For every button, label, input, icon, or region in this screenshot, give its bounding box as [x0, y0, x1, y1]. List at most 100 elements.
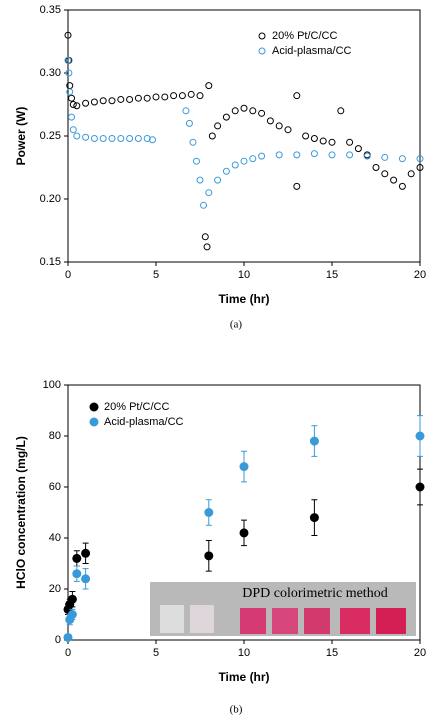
vial — [160, 605, 184, 633]
data-point — [293, 92, 301, 100]
data-point — [415, 482, 425, 492]
data-point — [81, 574, 91, 584]
data-point — [196, 92, 204, 100]
data-point — [407, 170, 415, 178]
x-tick-label: 15 — [326, 269, 338, 281]
x-tick-label: 15 — [326, 647, 338, 659]
data-point — [182, 107, 190, 115]
data-point — [328, 138, 336, 146]
data-point — [185, 119, 193, 127]
data-point — [143, 94, 151, 102]
legend-label: Acid-plasma/CC — [272, 45, 352, 57]
data-point — [204, 508, 214, 517]
x-tick-label: 5 — [153, 269, 159, 281]
data-point — [346, 151, 354, 159]
data-point — [208, 132, 216, 140]
data-point — [108, 97, 116, 105]
data-point — [201, 233, 209, 241]
data-point — [72, 553, 82, 563]
caption: (b) — [230, 704, 243, 716]
data-point — [222, 113, 230, 121]
legend-label: Acid-plasma/CC — [104, 416, 184, 428]
data-point — [152, 93, 160, 101]
data-point — [231, 107, 239, 115]
data-point — [68, 94, 76, 102]
data-point — [337, 107, 345, 115]
data-point — [415, 431, 425, 441]
data-point — [204, 551, 214, 561]
data-point — [82, 99, 90, 107]
y-tick-label: 0.30 — [40, 67, 61, 79]
data-point — [90, 135, 98, 143]
data-point — [108, 135, 116, 143]
data-point — [249, 155, 257, 163]
data-point — [309, 436, 319, 446]
data-point — [372, 164, 380, 171]
data-point — [319, 137, 327, 145]
data-point — [178, 92, 186, 100]
data-point — [275, 151, 283, 159]
data-point — [148, 136, 156, 144]
data-point — [222, 167, 230, 175]
data-point — [266, 117, 274, 125]
data-point — [205, 82, 213, 90]
data-point — [126, 135, 134, 143]
data-point — [90, 98, 98, 106]
data-point — [310, 150, 318, 158]
vial — [272, 608, 298, 634]
vial — [304, 608, 330, 634]
data-point — [189, 138, 197, 146]
inset-photo: DPD colorimetric method — [150, 582, 416, 636]
data-point — [99, 97, 107, 105]
data-point — [214, 122, 222, 130]
data-point — [161, 93, 169, 101]
data-point — [293, 182, 301, 190]
data-point — [82, 133, 90, 141]
x-tick-label: 5 — [153, 647, 159, 659]
data-point — [69, 101, 77, 108]
data-point — [65, 69, 73, 77]
y-tick-label: 0 — [55, 634, 61, 646]
data-point — [381, 153, 389, 161]
data-point — [258, 152, 266, 160]
vial — [240, 608, 266, 634]
data-point — [73, 132, 81, 140]
data-point — [354, 145, 362, 153]
x-axis-label: Time (hr) — [218, 292, 269, 306]
x-tick-label: 10 — [238, 269, 250, 281]
y-tick-label: 40 — [49, 532, 61, 544]
data-point — [240, 157, 248, 165]
inset-label: DPD colorimetric method — [242, 586, 387, 601]
legend-marker — [89, 417, 99, 427]
x-tick-label: 20 — [414, 269, 426, 281]
data-point — [72, 569, 82, 579]
data-point — [203, 243, 211, 251]
data-point — [187, 90, 195, 98]
data-point — [381, 170, 389, 178]
y-tick-label: 60 — [49, 481, 61, 493]
data-point — [416, 155, 424, 163]
y-tick-label: 100 — [43, 379, 61, 391]
data-point — [258, 109, 266, 117]
data-point — [66, 88, 74, 96]
data-point — [67, 594, 77, 604]
data-point — [117, 135, 125, 143]
legend-label: 20% Pt/C/CC — [272, 30, 337, 42]
data-point — [134, 135, 142, 143]
legend-marker — [258, 32, 266, 40]
data-point — [302, 132, 310, 140]
data-point — [205, 189, 213, 197]
x-axis-label: Time (hr) — [218, 670, 269, 684]
data-point — [67, 610, 77, 619]
y-tick-label: 0.25 — [40, 130, 61, 142]
data-point — [126, 95, 134, 103]
data-point — [170, 92, 178, 100]
data-point — [398, 182, 406, 190]
y-axis-label: HClO concentration (mg/L) — [14, 436, 28, 589]
data-point — [363, 152, 371, 160]
x-tick-label: 0 — [65, 647, 71, 659]
data-point — [73, 102, 81, 110]
data-point — [239, 462, 249, 472]
y-tick-label: 20 — [49, 583, 61, 595]
data-point — [68, 113, 76, 121]
